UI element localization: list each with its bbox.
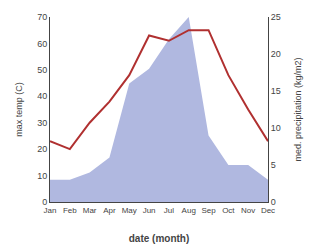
svg-text:Mar: Mar: [83, 206, 97, 215]
svg-text:10: 10: [271, 123, 281, 133]
svg-text:70: 70: [37, 12, 47, 22]
svg-text:Jul: Jul: [164, 206, 174, 215]
svg-text:20: 20: [271, 49, 281, 59]
svg-text:60: 60: [37, 39, 47, 49]
svg-text:Sep: Sep: [201, 206, 216, 215]
svg-text:date (month): date (month): [129, 233, 190, 244]
svg-text:30: 30: [37, 118, 47, 128]
svg-text:40: 40: [37, 91, 47, 101]
svg-text:Nov: Nov: [241, 206, 255, 215]
svg-text:0: 0: [42, 197, 47, 207]
svg-text:med. precipitation (kg/m2): med. precipitation (kg/m2): [293, 57, 303, 161]
svg-text:Dec: Dec: [261, 206, 275, 215]
svg-text:Jun: Jun: [143, 206, 156, 215]
svg-text:Aug: Aug: [182, 206, 196, 215]
svg-text:max temp (C): max temp (C): [14, 82, 24, 137]
svg-text:20: 20: [37, 144, 47, 154]
svg-text:5: 5: [271, 160, 276, 170]
svg-text:Jan: Jan: [44, 206, 57, 215]
svg-text:Feb: Feb: [63, 206, 77, 215]
svg-text:25: 25: [271, 12, 281, 22]
svg-text:15: 15: [271, 86, 281, 96]
svg-text:0: 0: [271, 197, 276, 207]
svg-text:Apr: Apr: [103, 206, 116, 215]
svg-text:May: May: [122, 206, 137, 215]
svg-text:50: 50: [37, 65, 47, 75]
svg-text:Oct: Oct: [222, 206, 235, 215]
svg-text:10: 10: [37, 171, 47, 181]
